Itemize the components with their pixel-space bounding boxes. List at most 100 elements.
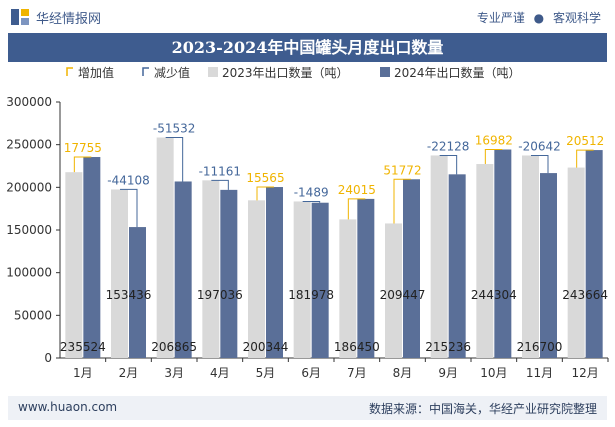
x-tick-label: 8月 xyxy=(393,366,413,380)
bar-2023 xyxy=(293,201,311,358)
bar-2023 xyxy=(248,200,265,358)
slogan-separator-icon: ● xyxy=(533,11,545,25)
y-tick-label: 300000 xyxy=(6,95,52,109)
value-label-2024: 206865 xyxy=(151,340,197,354)
bar-2023 xyxy=(430,155,448,358)
decrease-connector xyxy=(531,154,549,174)
bar-2023 xyxy=(476,164,494,358)
x-tick-label: 7月 xyxy=(347,366,367,380)
chart-axes: 0 50000 100000 150000 200000 250000 300000 1月 2月… xyxy=(6,95,609,380)
increase-connector xyxy=(393,178,411,224)
value-label-2024: 209447 xyxy=(380,288,426,302)
increase-connector xyxy=(347,198,366,220)
x-tick-label: 3月 xyxy=(164,366,184,380)
bar-2024 xyxy=(83,157,101,358)
bar-2024 xyxy=(403,179,420,358)
legend-decrease-marker xyxy=(142,67,149,76)
difference-label: -20642 xyxy=(518,139,561,153)
x-tick-label: 6月 xyxy=(301,366,321,380)
difference-label: -1489 xyxy=(294,185,329,199)
x-tick-label: 11月 xyxy=(526,366,553,380)
y-tick-label: 50000 xyxy=(14,308,52,322)
difference-label: 24015 xyxy=(338,183,376,197)
value-label-2024: 244304 xyxy=(471,288,517,302)
footer-source: 数据来源：中国海关，华经产业研究院整理 xyxy=(368,402,597,416)
x-tick-label: 10月 xyxy=(480,366,507,380)
brand-logo-icon xyxy=(11,9,29,25)
bar-2024 xyxy=(540,173,557,358)
bar-2023 xyxy=(522,155,539,358)
value-label-2024: 181978 xyxy=(288,288,334,302)
decrease-connector xyxy=(439,154,458,175)
slogan-tag-1: 专业严谨 xyxy=(476,11,525,25)
bar-2023 xyxy=(65,172,83,358)
brand: 华经情报网 xyxy=(10,7,101,27)
legend-label: 增加值 xyxy=(78,65,114,80)
chart: 增加值 减少值 2023年出口数量（吨） 2024年出口数量（吨） 0 50000 100… xyxy=(6,65,609,380)
difference-label: 15565 xyxy=(246,171,284,185)
increase-connector xyxy=(256,186,274,201)
bar-2024 xyxy=(448,174,466,358)
bar-2023 xyxy=(156,137,174,358)
chart-legend: 增加值 减少值 2023年出口数量（吨） 2024年出口数量（吨） xyxy=(66,65,521,80)
legend-label: 2023年出口数量（吨） xyxy=(222,65,349,80)
top-bar: 华经情报网 专业严谨 ● 客观科学 xyxy=(0,0,615,34)
legend-label: 减少值 xyxy=(154,65,190,80)
decrease-connector xyxy=(120,188,138,228)
difference-label: -44108 xyxy=(107,173,150,187)
bar-2024 xyxy=(585,150,603,358)
increase-connector xyxy=(484,149,503,165)
bar-2024 xyxy=(357,198,375,358)
bar-2024 xyxy=(174,181,192,358)
value-label-2024: 243664 xyxy=(562,288,608,302)
legend-2023-swatch xyxy=(208,67,218,77)
y-tick-label: 100000 xyxy=(6,266,52,280)
x-tick-label: 5月 xyxy=(256,366,276,380)
chart-bars xyxy=(65,137,603,358)
bar-2024 xyxy=(311,202,329,358)
x-tick-label: 4月 xyxy=(210,366,230,380)
x-tick-label: 9月 xyxy=(438,366,458,380)
slogan: 专业严谨 ● 客观科学 xyxy=(477,9,601,26)
increase-connector xyxy=(73,156,92,173)
y-tick-label: 150000 xyxy=(6,223,52,237)
decrease-connector xyxy=(211,179,229,190)
bar-2023 xyxy=(202,180,220,358)
brand-name: 华经情报网 xyxy=(36,11,102,27)
legend-increase-marker xyxy=(66,67,73,76)
value-label-2024: 197036 xyxy=(197,288,243,302)
y-tick-label: 250000 xyxy=(6,138,52,152)
difference-label: 20512 xyxy=(566,134,604,148)
x-tick-label: 1月 xyxy=(73,366,93,380)
chart-title: 2023-2024年中国罐头月度出口数量 xyxy=(171,38,444,57)
chart-labels: 17755 235524 -44108 153436 -51532 206865 -1116… xyxy=(60,122,608,354)
bar-2023 xyxy=(111,189,128,358)
difference-label: -11161 xyxy=(199,164,242,178)
difference-label: 17755 xyxy=(64,141,102,155)
bar-2024 xyxy=(220,189,238,358)
bar-2023 xyxy=(385,223,402,358)
difference-label: 51772 xyxy=(383,163,421,177)
footer-website: www.huaon.com xyxy=(18,400,118,414)
value-label-2024: 200344 xyxy=(243,340,289,354)
value-label-2024: 153436 xyxy=(106,288,152,302)
difference-label: -51532 xyxy=(153,122,196,136)
bar-2023 xyxy=(339,219,357,358)
title-bar: 2023-2024年中国罐头月度出口数量 xyxy=(8,33,607,62)
value-label-2024: 215236 xyxy=(425,340,471,354)
footer-bar: www.huaon.com 数据来源：中国海关，华经产业研究院整理 xyxy=(8,396,607,420)
y-tick-label: 200000 xyxy=(6,180,52,194)
slogan-tag-2: 客观科学 xyxy=(552,11,601,25)
decrease-connector xyxy=(165,137,184,182)
y-tick-label: 0 xyxy=(44,351,52,365)
value-label-2024: 186450 xyxy=(334,340,380,354)
decrease-connector xyxy=(302,200,321,203)
legend-2024-swatch xyxy=(380,67,390,77)
bar-2024 xyxy=(266,187,283,358)
difference-label: -22128 xyxy=(427,139,470,153)
bar-2024 xyxy=(494,149,512,358)
bar-2024 xyxy=(129,227,146,358)
x-tick-label: 12月 xyxy=(572,366,599,380)
increase-connector xyxy=(576,149,594,168)
legend-label: 2024年出口数量（吨） xyxy=(394,65,521,80)
